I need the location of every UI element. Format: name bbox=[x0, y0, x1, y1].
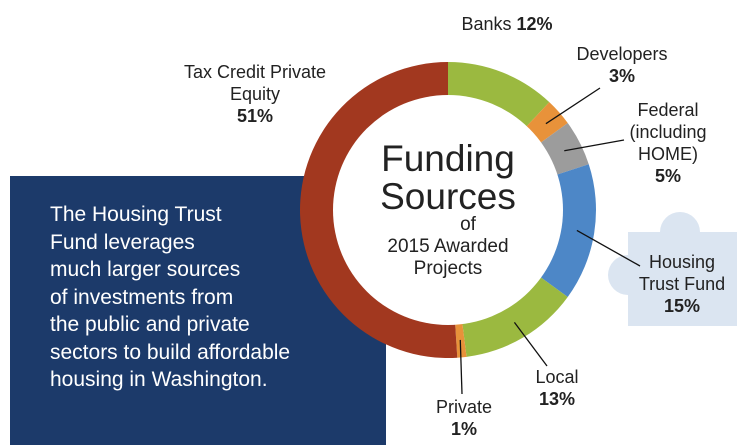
slice-label: Local 13% bbox=[527, 366, 587, 410]
slice-name: Federal (including HOME) bbox=[629, 100, 707, 164]
leader-line bbox=[564, 139, 625, 152]
note-line: housing in Washington. bbox=[50, 368, 268, 391]
leader-line bbox=[545, 87, 601, 125]
slice-label: Private 1% bbox=[424, 396, 504, 440]
donut bbox=[299, 62, 596, 358]
leader-lines bbox=[459, 87, 641, 395]
note-line: the public and private bbox=[50, 313, 250, 336]
subtitle-line: of bbox=[460, 214, 476, 235]
slice-label: Tax Credit Private Equity 51% bbox=[180, 61, 330, 127]
donut-hole bbox=[333, 95, 563, 325]
leader-line bbox=[576, 229, 641, 267]
donut-slice bbox=[448, 62, 550, 128]
leader-line bbox=[459, 339, 463, 395]
slice-name: Private bbox=[435, 397, 493, 417]
subtitle-line: Projects bbox=[413, 258, 483, 279]
donut-slice bbox=[462, 276, 568, 357]
donut-slice bbox=[299, 62, 458, 358]
slice-value: 15% bbox=[663, 296, 701, 316]
slice-value: 12% bbox=[516, 14, 553, 34]
slice-name: Local bbox=[535, 367, 579, 387]
donut-slice bbox=[539, 164, 596, 297]
note-line: Fund leverages bbox=[50, 230, 195, 254]
title-line: Sources bbox=[380, 176, 516, 217]
slice-value: 51% bbox=[236, 106, 274, 126]
slice-name: Housing Trust Fund bbox=[638, 252, 726, 294]
puzzle-piece bbox=[608, 212, 737, 326]
slice-value: 5% bbox=[654, 166, 681, 186]
note-line: The Housing Trust bbox=[50, 203, 222, 226]
slice-label: Banks 12% bbox=[427, 13, 587, 35]
slice-name: Developers bbox=[576, 44, 668, 64]
title-line: Funding bbox=[381, 138, 515, 179]
slice-label: Developers 3% bbox=[562, 43, 682, 87]
slice-value: 3% bbox=[608, 66, 635, 86]
slice-name: Banks bbox=[461, 14, 512, 34]
chart-subtitle: of 2015 Awarded Projects bbox=[387, 214, 508, 280]
subtitle-line: 2015 Awarded bbox=[387, 236, 509, 257]
slice-label: Housing Trust Fund 15% bbox=[627, 251, 737, 317]
slice-label: Federal (including HOME) 5% bbox=[618, 99, 718, 187]
leader-line bbox=[513, 321, 548, 367]
slice-value: 13% bbox=[538, 389, 576, 409]
note-line: sectors to build affordable bbox=[50, 340, 291, 364]
note-line: of investments from bbox=[50, 285, 234, 309]
slice-value: 1% bbox=[450, 419, 477, 439]
note-line: much larger sources bbox=[50, 258, 241, 281]
slice-name: Tax Credit Private Equity bbox=[183, 62, 327, 104]
note-text: The Housing Trust Fund leverages much larg… bbox=[50, 201, 290, 394]
chart-title: Funding Sources bbox=[380, 140, 516, 216]
